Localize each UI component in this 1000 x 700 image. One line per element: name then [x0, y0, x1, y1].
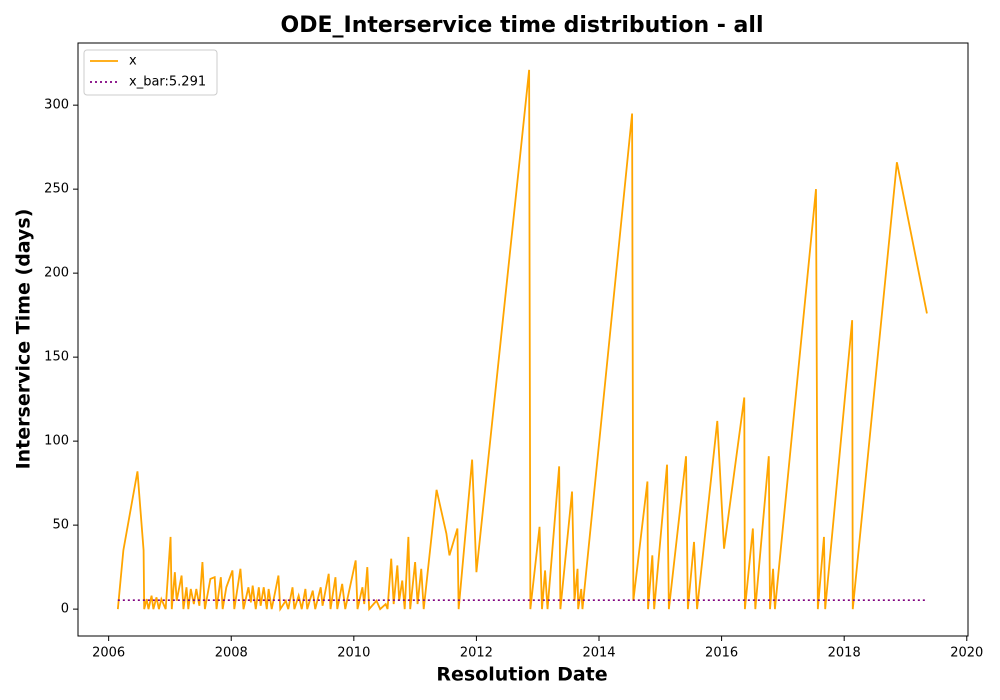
x-tick-label: 2008 — [215, 646, 248, 661]
x-axis-label: Resolution Date — [436, 664, 607, 686]
y-axis-label: Interservice Time (days) — [13, 209, 35, 470]
x-tick-label: 2018 — [828, 646, 861, 661]
series-line — [116, 69, 928, 612]
x-tick-label: 2014 — [582, 646, 615, 661]
y-tick-label: 100 — [44, 434, 69, 449]
legend-label: x — [129, 54, 137, 69]
y-tick-label: 0 — [61, 602, 69, 617]
x-tick-label: 2020 — [950, 646, 983, 661]
chart-title: ODE_Interservice time distribution - all — [281, 13, 764, 38]
plot-frame — [77, 42, 969, 637]
x-tick-label: 2012 — [460, 646, 493, 661]
y-tick-label: 200 — [44, 266, 69, 281]
x-tick-label: 2006 — [92, 646, 125, 661]
x-tick-label: 2016 — [705, 646, 738, 661]
y-tick-label: 300 — [44, 98, 69, 113]
x-tick-label: 2010 — [337, 646, 370, 661]
legend-label: x_bar:5.291 — [129, 75, 206, 90]
y-tick-label: 50 — [52, 518, 69, 533]
y-tick-label: 150 — [44, 350, 69, 365]
y-tick-label: 250 — [44, 182, 69, 197]
